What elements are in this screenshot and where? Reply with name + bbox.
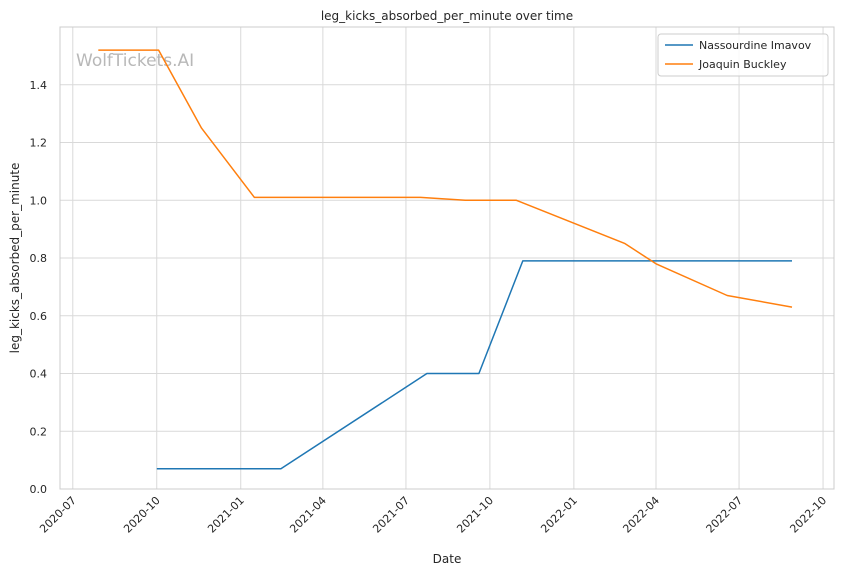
y-tick-label: 0.0 xyxy=(30,483,48,496)
x-tick-label: 2022-10 xyxy=(787,494,829,536)
legend-label-series-1: Joaquin Buckley xyxy=(698,58,787,71)
y-tick-label: 0.2 xyxy=(30,425,48,438)
y-tick-label: 0.8 xyxy=(30,252,48,265)
series-lines xyxy=(98,49,793,470)
watermark: WolfTickets.AI xyxy=(76,51,194,71)
x-tick-label: 2022-07 xyxy=(703,494,745,536)
series-line-0 xyxy=(156,260,792,470)
tick-labels: 0.0 0.2 0.4 0.6 0.8 1.0 1.2 1.4 2020-07 2020-10 20… xyxy=(30,79,830,536)
series-line-1 xyxy=(98,49,793,308)
y-tick-label: 0.6 xyxy=(30,310,48,323)
x-tick-label: 2022-01 xyxy=(538,494,580,536)
x-tick-label: 2021-07 xyxy=(370,494,412,536)
x-tick-label: 2021-10 xyxy=(454,494,496,536)
y-tick-label: 1.0 xyxy=(30,194,48,207)
y-tick-label: 0.4 xyxy=(30,368,48,381)
x-tick-label: 2022-04 xyxy=(620,494,662,536)
grid-lines xyxy=(60,27,834,490)
x-tick-label: 2021-01 xyxy=(205,494,247,536)
y-axis-title: leg_kicks_absorbed_per_minute xyxy=(8,163,22,354)
legend-label-series-0: Nassourdine Imavov xyxy=(699,39,812,52)
y-tick-label: 1.2 xyxy=(30,137,48,150)
x-tick-label: 2020-07 xyxy=(37,494,79,536)
legend: Nassourdine Imavov Joaquin Buckley xyxy=(657,33,829,77)
y-tick-label: 1.4 xyxy=(30,79,48,92)
x-tick-label: 2020-10 xyxy=(121,494,163,536)
x-axis-title: Date xyxy=(433,552,462,566)
plot-frame xyxy=(59,26,835,490)
x-tick-label: 2021-04 xyxy=(287,494,329,536)
chart-title: leg_kicks_absorbed_per_minute over time xyxy=(321,9,573,23)
legend-box xyxy=(657,33,829,77)
